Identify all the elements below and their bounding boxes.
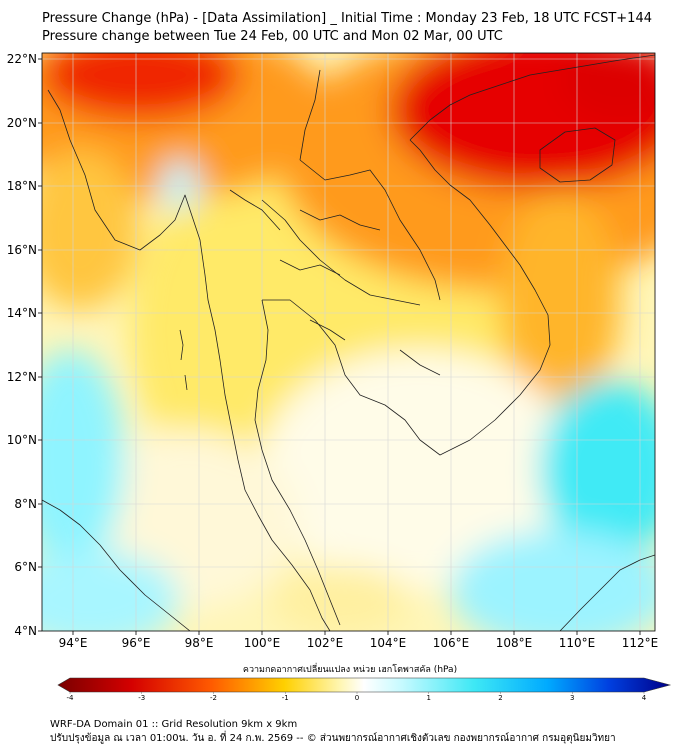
colorbar-tick-label: -3 [138,694,145,702]
colorbar-tick-label: 4 [642,694,647,702]
lat-tick-label: 22°N [7,52,37,66]
lon-tick-label: 112°E [622,636,659,650]
lat-tick-label: 6°N [14,560,37,574]
coastlines [42,54,655,631]
lat-tick-label: 16°N [7,243,37,257]
colorbar-tick-label: 3 [570,694,574,702]
colorbar-tick-label: -2 [210,694,217,702]
lon-tick-label: 102°E [307,636,344,650]
map-subtitle: Pressure change between Tue 24 Feb, 00 U… [42,29,503,44]
lon-tick-label: 98°E [185,636,214,650]
map-title: Pressure Change (hPa) - [Data Assimilati… [42,11,652,26]
lat-tick-label: 10°N [7,433,37,447]
lat-tick-label: 20°N [7,116,37,130]
graticule [42,53,655,631]
colorbar-tick-label: -4 [67,694,75,702]
colorbar-tick-label: 0 [355,694,359,702]
lat-tick-label: 4°N [14,624,37,638]
lon-tick-label: 104°E [370,636,407,650]
colorbar [57,677,672,693]
lon-tick-label: 106°E [433,636,470,650]
colorbar-tick-label: 2 [498,694,502,702]
plot-frame [41,52,656,632]
colorbar-tick-label: -1 [282,694,289,702]
model-info: WRF-DA Domain 01 :: Grid Resolution 9km … [50,719,298,730]
colorbar-label: ความกดอากาศเปลี่ยนแปลง หน่วย เฮกโตพาสคัล… [243,662,457,675]
credit-line: ปรับปรุงข้อมูล ณ เวลา 01:00น. วัน อ. ที่… [50,733,616,744]
pressure-field [42,53,655,631]
lon-tick-label: 108°E [496,636,533,650]
lat-tick-label: 18°N [7,179,37,193]
colorbar-tick-label: 1 [427,694,431,702]
lat-tick-label: 12°N [7,370,37,384]
lat-tick-label: 8°N [14,497,37,511]
lat-tick-label: 14°N [7,306,37,320]
lon-tick-label: 110°E [559,636,596,650]
lon-tick-label: 96°E [122,636,151,650]
lon-tick-label: 100°E [244,636,281,650]
lon-tick-label: 94°E [59,636,88,650]
